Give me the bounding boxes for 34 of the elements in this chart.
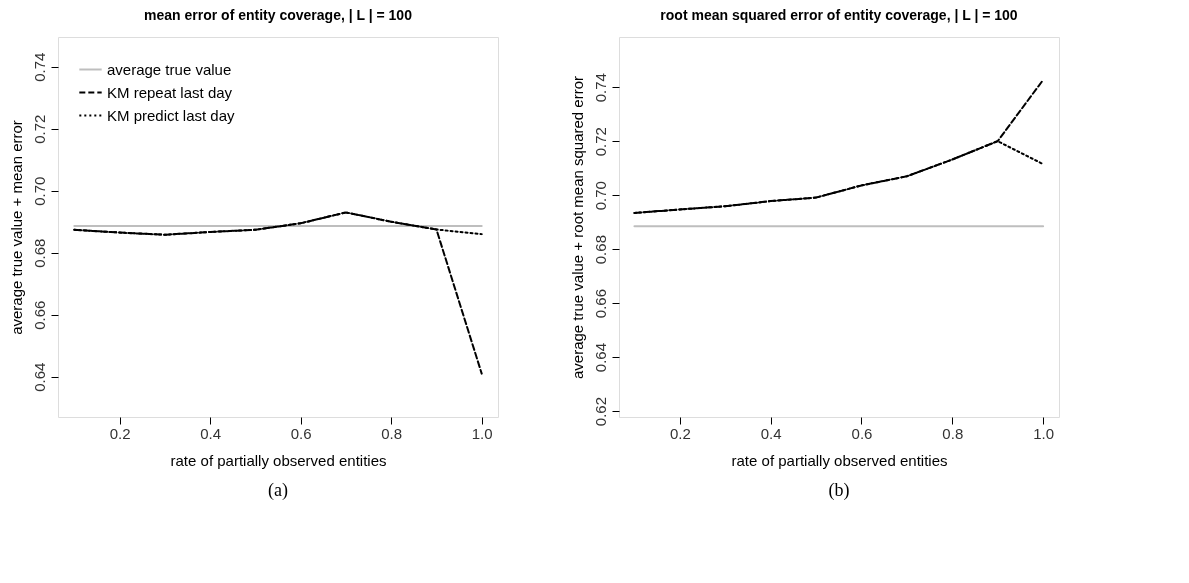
legend-label: KM predict last day bbox=[107, 106, 236, 124]
chart-title: root mean squared error of entity coverage, | L | = 100 bbox=[660, 7, 1018, 23]
x-tick-label: 0.4 bbox=[200, 424, 222, 442]
y-tick-label: 0.70 bbox=[591, 181, 609, 211]
x-tick-label: 0.4 bbox=[760, 424, 782, 442]
x-tick-label: 0.2 bbox=[669, 424, 691, 442]
y-tick-label: 0.72 bbox=[30, 114, 48, 144]
y-tick-label: 0.74 bbox=[30, 52, 48, 82]
x-tick-label: 0.6 bbox=[290, 424, 312, 442]
y-tick-label: 0.72 bbox=[591, 127, 609, 157]
x-tick-label: 0.6 bbox=[851, 424, 873, 442]
x-tick-label: 0.8 bbox=[381, 424, 403, 442]
y-axis-title: average true value + mean error bbox=[7, 120, 25, 335]
y-tick-label: 0.64 bbox=[30, 362, 48, 392]
text: (b) bbox=[828, 480, 850, 501]
y-tick-label: 0.74 bbox=[591, 73, 609, 103]
y-tick-label: 0.64 bbox=[591, 342, 609, 373]
x-tick-label: 1.0 bbox=[471, 424, 493, 442]
legend-label: average true value bbox=[107, 60, 232, 78]
y-tick-label: 0.68 bbox=[30, 238, 48, 268]
y-tick-label: 0.66 bbox=[591, 289, 609, 319]
chart-title: mean error of entity coverage, | L | = 100 bbox=[144, 7, 413, 23]
x-axis-title: rate of partially observed entities bbox=[170, 451, 387, 469]
x-tick-label: 0.8 bbox=[942, 424, 964, 442]
y-tick-label: 0.66 bbox=[30, 300, 48, 330]
x-axis-title: rate of partially observed entities bbox=[731, 451, 948, 469]
y-tick-label: 0.62 bbox=[591, 396, 609, 427]
y-axis-title: average true value + root mean squared error bbox=[568, 75, 586, 380]
y-tick-label: 0.68 bbox=[591, 235, 609, 265]
text: (a) bbox=[268, 480, 288, 501]
x-tick-label: 1.0 bbox=[1033, 424, 1055, 442]
legend-label: KM repeat last day bbox=[107, 83, 233, 101]
y-tick-label: 0.70 bbox=[30, 176, 48, 206]
x-tick-label: 0.2 bbox=[109, 424, 131, 442]
